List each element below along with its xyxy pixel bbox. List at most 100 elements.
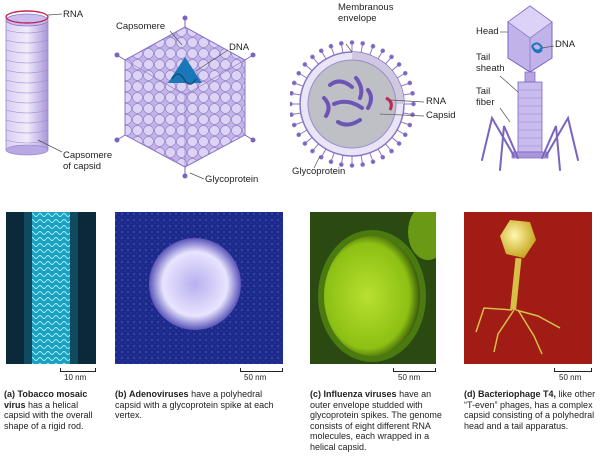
glycoprotein-spike-tip: [310, 148, 315, 154]
glycoprotein-spike: [400, 83, 409, 87]
flu-scale-label: 50 nm: [398, 373, 421, 382]
adeno-dna-label: DNA: [229, 42, 250, 53]
glycoprotein-spike-tip: [290, 112, 294, 117]
adeno-glycoprotein-label: Glycoprotein: [205, 174, 259, 185]
glycoprotein-spike-tip: [380, 154, 386, 160]
glycoprotein-spike-tip: [349, 163, 355, 168]
glycoprotein-spike-tip: [360, 162, 365, 167]
caption-c-text: have an outer envelope studded with glyc…: [310, 389, 442, 452]
caption-c: (c) Influenza viruses have an outer enve…: [310, 389, 442, 452]
glycoprotein-spike-tip: [407, 80, 413, 86]
glycoprotein-spike: [396, 129, 405, 135]
glycoprotein-spike: [385, 143, 391, 151]
glycoprotein-spike-tip: [296, 132, 302, 138]
caption-b-letter: (b): [115, 389, 127, 399]
glycoprotein-spike: [313, 57, 319, 65]
glycoprotein-spike-tip: [291, 122, 297, 128]
tmv-capsomere-label: Capsomere of capsid: [63, 150, 112, 172]
t4-micrograph: [464, 212, 592, 364]
flu-scale-bar: [393, 368, 436, 372]
t4-scale-bar: [554, 368, 592, 372]
glycoprotein-spike: [400, 121, 409, 125]
glycoprotein-spike: [341, 44, 344, 53]
caption-b: (b) Adenoviruses have a polyhedral capsi…: [115, 389, 285, 421]
tmv-capsomere-line2: of capsid: [63, 161, 102, 172]
glycoprotein-spike: [369, 47, 373, 56]
glycoprotein-spike: [292, 93, 301, 96]
t4-tail-sheath-line1: Tail: [476, 52, 491, 63]
glycoprotein-spike: [292, 112, 301, 115]
t4-tail-fiber-line1: Tail: [476, 86, 491, 97]
glycoprotein-spike-tip: [410, 112, 415, 117]
glycoprotein-spike: [391, 65, 399, 71]
glycoprotein-spike-tip: [402, 132, 408, 138]
adenovirus-micrograph: [115, 212, 283, 364]
glycoprotein-spike: [369, 152, 373, 161]
caption-a-text: has a helical capsid with the overall sh…: [4, 399, 93, 431]
flu-glycoprotein-label: Glycoprotein: [292, 166, 346, 177]
glycoprotein-spike: [377, 51, 383, 60]
tmv-scale-label: 10 nm: [64, 373, 87, 382]
glycoprotein-spike-tip: [396, 62, 402, 67]
glycoprotein-spike-tip: [411, 101, 416, 107]
caption-a-name: Tobacco mosaic virus: [4, 389, 88, 410]
adeno-dna-core: [168, 57, 202, 83]
glycoprotein-spike: [299, 129, 308, 135]
caption-d-name: Bacteriophage T4,: [478, 389, 557, 399]
glycoprotein-spike: [313, 143, 319, 151]
glycoprotein-spike: [299, 73, 308, 79]
glycoprotein-spike: [341, 155, 344, 164]
glycoprotein-spike: [321, 148, 327, 157]
glycoprotein-spike-tip: [349, 40, 355, 45]
t4-tail-sheath-line2: sheath: [476, 63, 505, 74]
caption-a-letter: (a): [4, 389, 15, 399]
tmv-rna-label: RNA: [63, 9, 84, 20]
t4-tail-fiber-line2: fiber: [476, 97, 495, 108]
tmv-diagram: [5, 10, 63, 156]
caption-d-text: like other “T-even” phages, has a comple…: [464, 389, 596, 431]
glycoprotein-spike-tip: [389, 54, 394, 60]
glycoprotein-spike-tip: [328, 159, 334, 165]
flu-membranous-label: Membranous envelope: [338, 2, 393, 24]
adeno-scale-bar: [240, 368, 283, 372]
caption-d-letter: (d): [464, 389, 476, 399]
glycoprotein-spike-tip: [296, 70, 302, 76]
flu-membranous-line2: envelope: [338, 13, 377, 24]
glycoprotein-spike-tip: [389, 148, 394, 154]
adeno-scale-label: 50 nm: [244, 373, 267, 382]
glycoprotein-spike-tip: [410, 91, 415, 96]
flu-membranous-line1: Membranous: [338, 2, 394, 13]
caption-c-name: Influenza viruses: [323, 389, 397, 399]
glycoprotein-spike-tip: [396, 141, 402, 146]
glycoprotein-spike-tip: [302, 62, 308, 67]
glycoprotein-spike: [360, 44, 363, 53]
glycoprotein-spike: [305, 137, 313, 143]
tmv-rna-ring: [5, 10, 49, 24]
glycoprotein-spike-tip: [291, 80, 297, 86]
glycoprotein-spike-tip: [360, 41, 365, 46]
glycoprotein-spike: [377, 148, 383, 157]
glycoprotein-spike: [385, 57, 391, 65]
glycoprotein-spike-tip: [328, 43, 334, 49]
glycoprotein-spike: [331, 152, 335, 161]
glycoprotein-spike: [403, 112, 412, 115]
caption-a: (a) Tobacco mosaic virus has a helical c…: [4, 389, 104, 431]
glycoprotein-spike: [295, 121, 304, 125]
glycoprotein-spike-tip: [310, 54, 315, 60]
glycoprotein-spike: [305, 65, 313, 71]
caption-b-name: Adenoviruses: [129, 389, 189, 399]
tmv-micrograph: [6, 212, 96, 364]
glycoprotein-spike-tip: [407, 122, 413, 128]
t4-tail-fiber-label: Tail fiber: [476, 86, 494, 108]
adeno-capsomere-label: Capsomere: [116, 21, 166, 32]
t4-dna-label: DNA: [555, 39, 576, 50]
glycoprotein-spike-tip: [290, 101, 293, 107]
tmv-capsomere-line1: Capsomere: [63, 150, 113, 161]
glycoprotein-spike-tip: [370, 159, 376, 165]
t4-head-label: Head: [476, 26, 499, 37]
glycoprotein-spike-tip: [318, 48, 324, 54]
glycoprotein-spike-tip: [402, 70, 408, 76]
influenza-micrograph: [310, 212, 436, 364]
flu-capsid-label: Capsid: [426, 110, 456, 121]
glycoprotein-spike: [295, 83, 304, 87]
